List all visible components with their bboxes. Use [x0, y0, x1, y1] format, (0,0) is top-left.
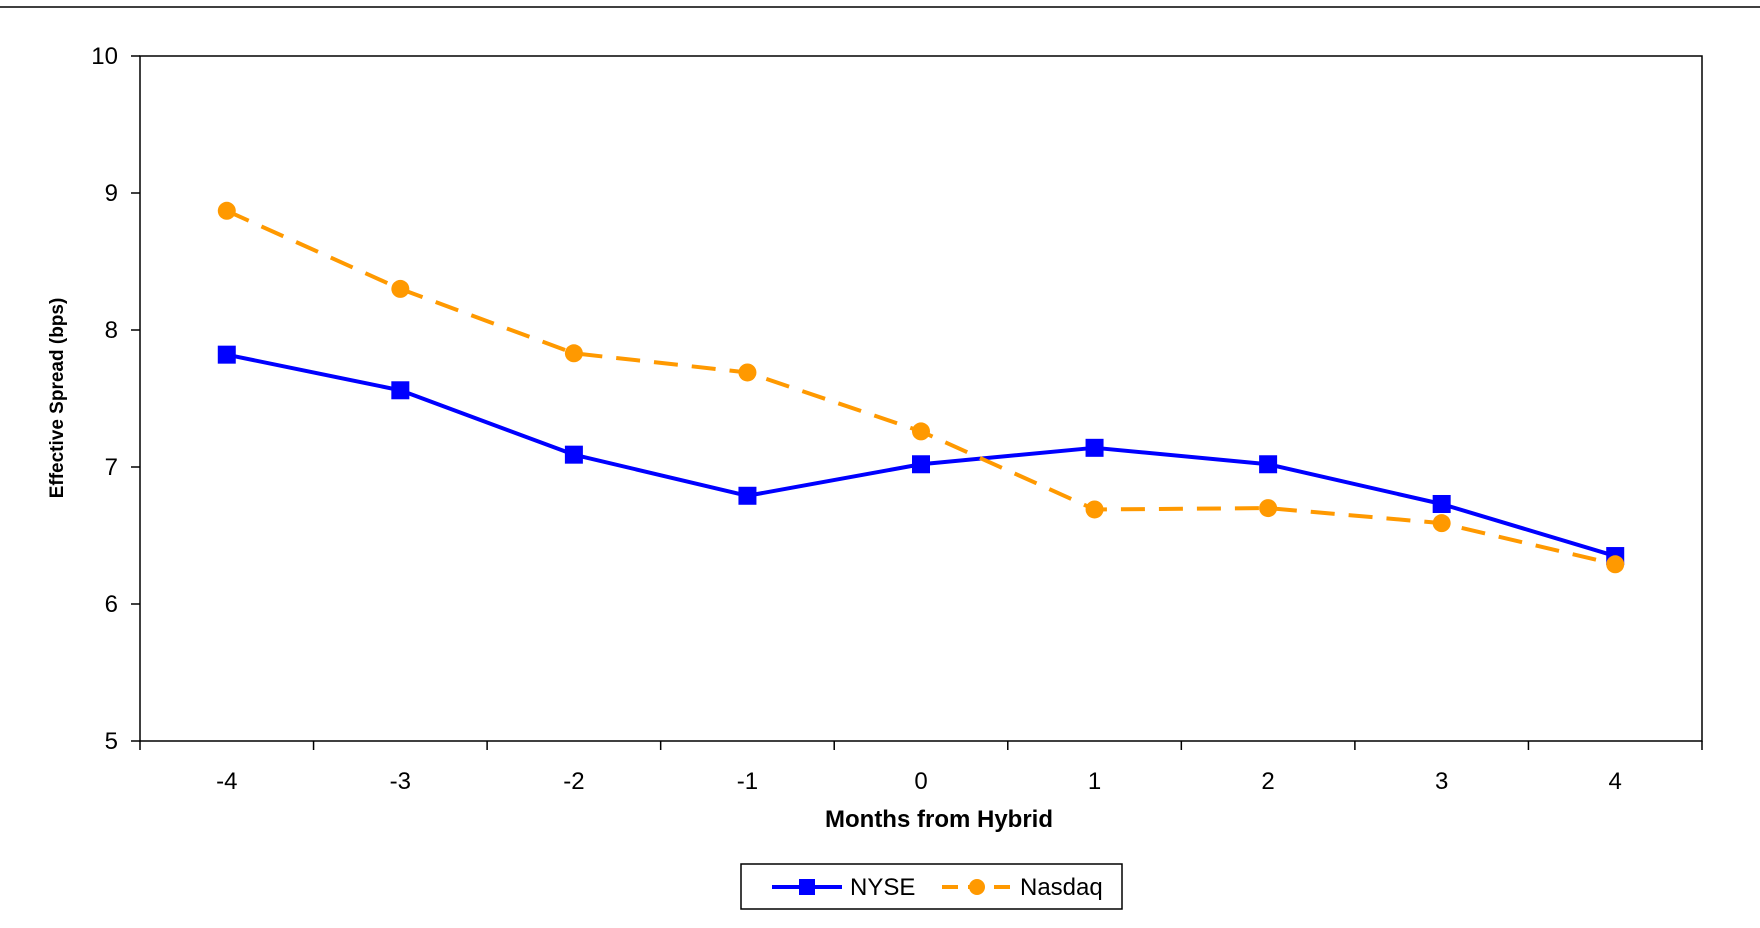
point-nasdaq [564, 344, 583, 363]
point-nyse [1085, 438, 1104, 457]
point-nasdaq [912, 422, 930, 441]
y-tick-label: 9 [105, 180, 118, 207]
x-tick-label: -4 [216, 768, 237, 795]
point-nyse [1432, 494, 1451, 513]
legend-label-nasdaq: Nasdaq [1020, 874, 1103, 901]
x-tick-label: -1 [737, 768, 758, 795]
x-tick-label: 4 [1609, 768, 1622, 795]
point-nyse [738, 486, 757, 505]
x-tick-label: -3 [390, 768, 411, 795]
y-tick-label: 5 [105, 728, 118, 755]
x-axis-title: Months from Hybrid [825, 806, 1053, 833]
y-tick-label: 6 [105, 591, 118, 618]
legend-marker-nyse [799, 879, 815, 895]
point-nasdaq [1085, 500, 1104, 519]
point-nyse [217, 345, 236, 364]
point-nyse [912, 455, 930, 474]
point-nasdaq [217, 201, 236, 220]
point-nasdaq [1259, 499, 1278, 518]
y-tick-label: 8 [105, 317, 118, 344]
x-tick-label: -2 [563, 768, 584, 795]
legend-label-nyse: NYSE [850, 874, 915, 901]
x-tick-label: 0 [914, 768, 927, 795]
x-axis-ticks: -4 -3 -2 -1 0 1 2 3 4 [139, 741, 1703, 795]
x-tick-label: 2 [1261, 768, 1274, 795]
point-nasdaq [738, 363, 757, 382]
y-axis-title: Effective Spread (bps) [47, 298, 68, 499]
x-tick-label: 3 [1435, 768, 1448, 795]
y-tick-label: 7 [105, 454, 118, 481]
legend-marker-nasdaq [969, 879, 985, 895]
point-nasdaq [391, 279, 410, 298]
y-tick-label: 10 [91, 43, 118, 70]
point-nasdaq [1432, 514, 1451, 533]
point-nyse [564, 445, 583, 464]
legend: NYSE Nasdaq [740, 863, 1123, 910]
plot-area [139, 55, 1703, 742]
point-nyse [1259, 455, 1278, 474]
series-layer [217, 201, 1625, 574]
point-nasdaq [1606, 555, 1625, 574]
y-axis-ticks: 5 6 7 8 9 10 [91, 43, 140, 755]
point-nyse [391, 381, 410, 400]
series-line-nasdaq [225, 208, 1616, 567]
x-tick-label: 1 [1088, 768, 1101, 795]
